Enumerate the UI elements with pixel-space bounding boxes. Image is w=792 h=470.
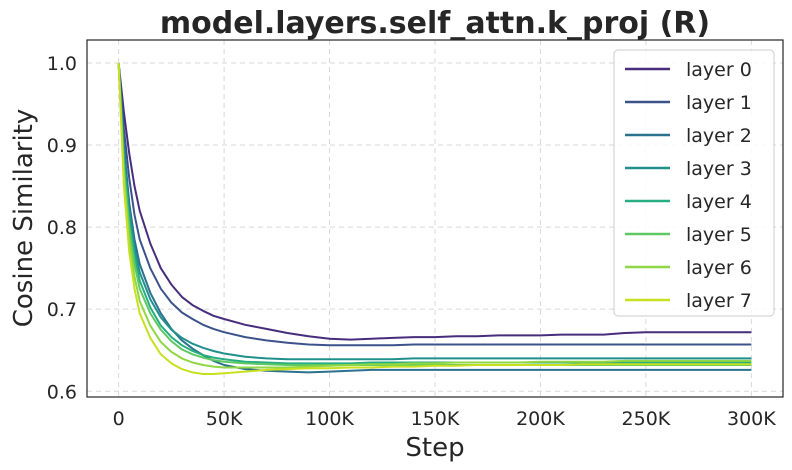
series-line-layer-0 [117, 62, 752, 341]
legend-label: layer 3 [686, 158, 752, 180]
legend-label: layer 1 [686, 92, 752, 114]
y-tick-label: 0.7 [47, 299, 77, 321]
x-tick-label: 100K [305, 408, 354, 430]
series-line-layer-7 [117, 62, 752, 375]
legend-label: layer 2 [686, 125, 752, 147]
series-line-layer-4 [117, 62, 752, 365]
series-line-layer-6 [117, 62, 752, 369]
y-tick-label: 0.6 [47, 381, 77, 403]
chart-title: model.layers.self_attn.k_proj (R) [160, 6, 710, 41]
x-tick-label: 50K [206, 408, 243, 430]
series-line-layer-2 [117, 62, 752, 374]
legend-label: layer 4 [686, 191, 752, 213]
x-tick-label: 300K [727, 408, 776, 430]
y-tick-label: 1.0 [47, 53, 77, 75]
x-tick-label: 150K [411, 408, 460, 430]
legend-label: layer 5 [686, 224, 752, 246]
plot-area [86, 39, 784, 398]
legend-label: layer 0 [686, 59, 752, 81]
x-tick-label: 0 [113, 408, 125, 430]
x-axis-ticks: 0 50K 100K 150K 200K 250K 300K [113, 408, 777, 430]
x-tick-label: 250K [622, 408, 671, 430]
y-axis-label: Cosine Similarity [9, 109, 39, 328]
series-line-layer-3 [117, 62, 752, 361]
y-axis-ticks: 0.6 0.7 0.8 0.9 1.0 [47, 53, 77, 403]
x-tick-label: 200K [516, 408, 565, 430]
legend-box [613, 49, 775, 317]
legend-label: layer 6 [686, 257, 752, 279]
series-line-layer-1 [117, 62, 752, 347]
x-axis-label: Step [405, 433, 464, 463]
y-tick-label: 0.9 [47, 135, 77, 157]
legend-label: layer 7 [686, 290, 752, 312]
series-lines [117, 62, 752, 375]
y-tick-label: 0.8 [47, 217, 77, 239]
legend: layer 0 layer 1 layer 2 layer 3 layer 4 layer… [613, 49, 775, 317]
